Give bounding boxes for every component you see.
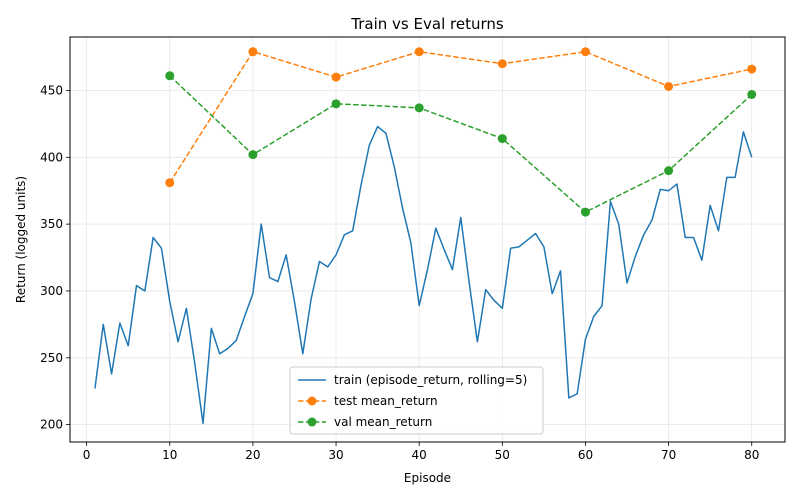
y-tick-label: 350 [40, 217, 63, 231]
legend-label: train (episode_return, rolling=5) [334, 373, 527, 387]
series-3-point [497, 134, 507, 144]
series-line-2 [169, 50, 752, 184]
series-2-point [331, 72, 341, 82]
series-3-point [331, 99, 341, 109]
series-2-point [664, 81, 674, 91]
x-tick-label: 0 [83, 448, 91, 462]
series-3-point [248, 150, 258, 160]
series-2-point [248, 47, 258, 57]
y-tick-label: 200 [40, 418, 63, 432]
series-2-point [747, 64, 757, 74]
series-line-3 [169, 75, 753, 213]
legend-marker [307, 396, 317, 406]
x-tick-label: 60 [578, 448, 593, 462]
series-3-point [580, 207, 590, 217]
series-3-point [747, 89, 757, 99]
y-tick-label: 400 [40, 150, 63, 164]
plot-frame [69, 36, 786, 443]
x-tick-label: 10 [162, 448, 177, 462]
plot-series [94, 47, 757, 425]
legend-label: val mean_return [334, 415, 432, 429]
y-tick-label: 300 [40, 284, 63, 298]
legend: train (episode_return, rolling=5) test me… [289, 366, 544, 435]
x-tick-label: 80 [744, 448, 759, 462]
series-2-point [580, 47, 590, 57]
series-3-point [414, 103, 424, 113]
x-tick-label: 40 [412, 448, 427, 462]
series-line-1 [94, 125, 753, 425]
series-3-point [664, 166, 674, 176]
y-axis-label: Return (logged units) [14, 176, 28, 303]
y-tick-label: 250 [40, 351, 63, 365]
legend-label: test mean_return [334, 394, 438, 408]
axis-ticks: 0 10 20 30 40 50 60 70 80 200 250 300 350 400 450 [40, 83, 759, 462]
legend-marker [307, 417, 317, 427]
series-2-point [165, 178, 175, 188]
y-tick-label: 450 [40, 83, 63, 97]
series-2-point [497, 59, 507, 69]
grid [70, 37, 785, 442]
chart-title: Train vs Eval returns [350, 15, 504, 33]
series-2-point [414, 47, 424, 57]
legend-box [289, 366, 544, 435]
x-tick-label: 70 [661, 448, 676, 462]
x-tick-label: 50 [495, 448, 510, 462]
x-tick-label: 30 [328, 448, 343, 462]
x-axis-label: Episode [404, 471, 451, 485]
series-3-point [165, 71, 175, 81]
x-tick-label: 20 [245, 448, 260, 462]
